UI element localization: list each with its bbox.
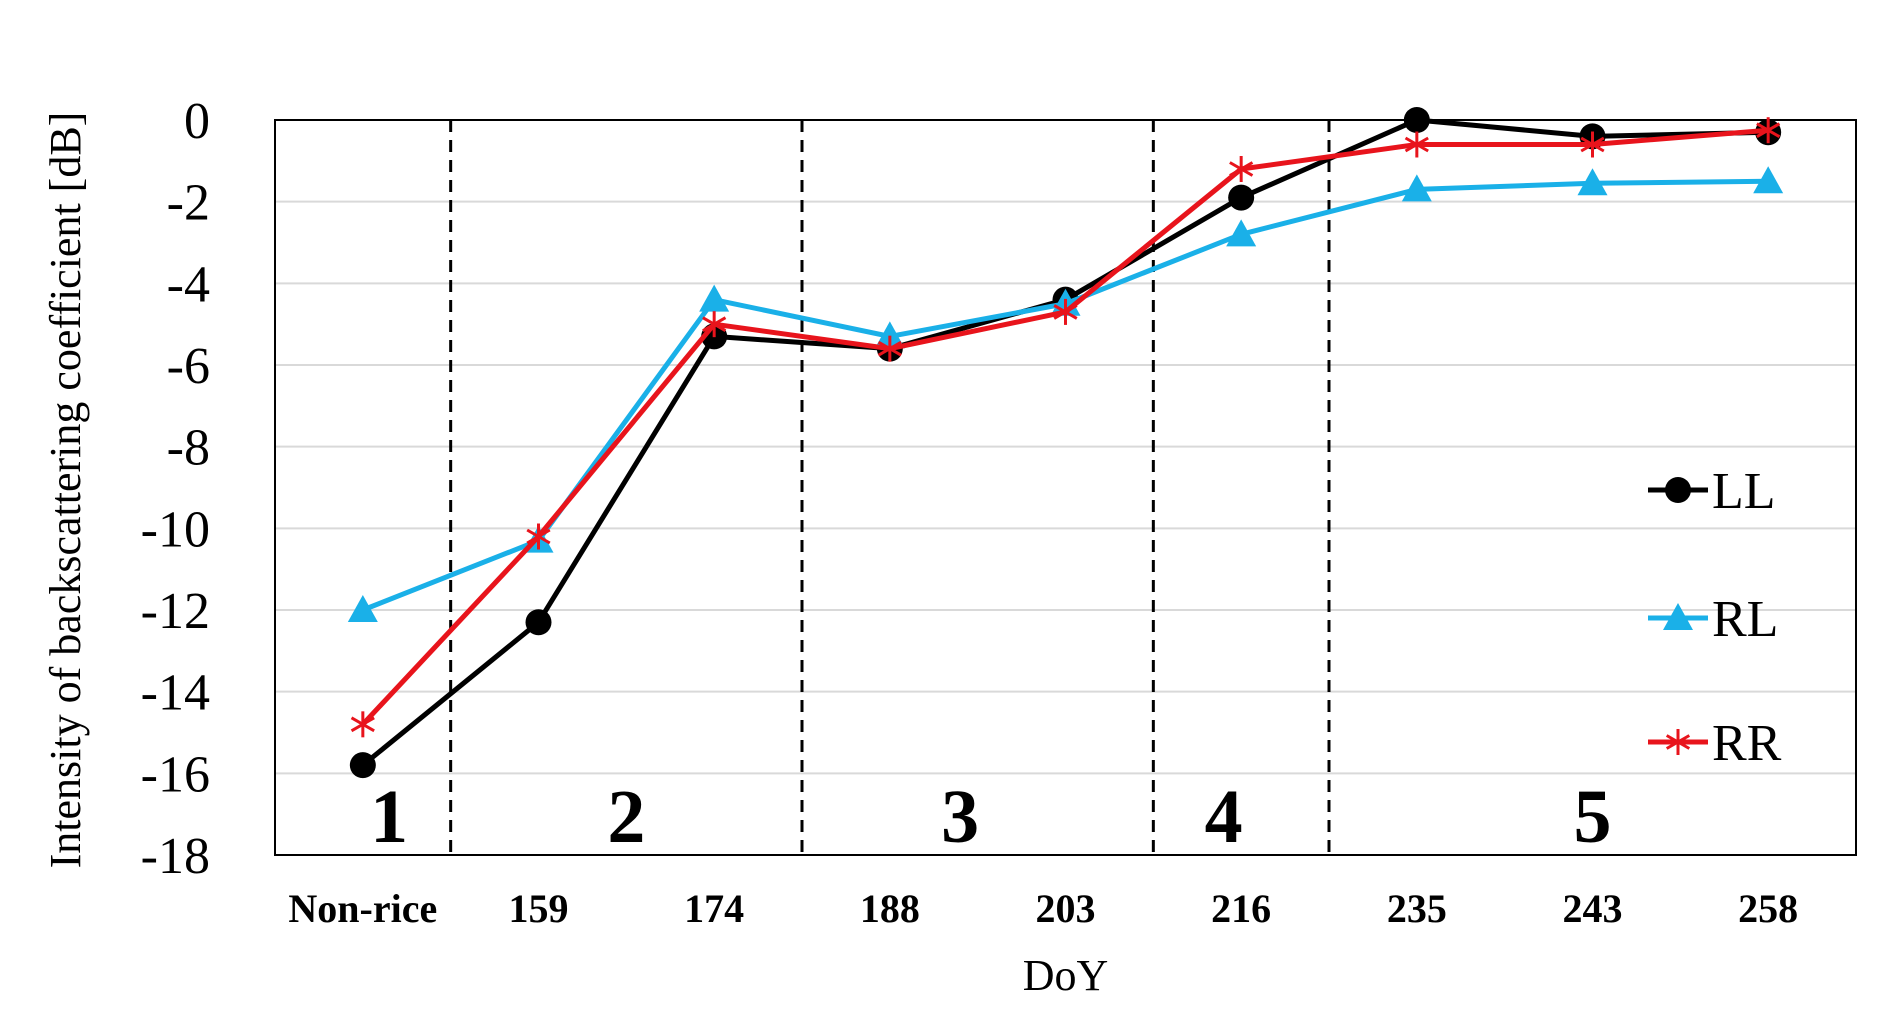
y-tick-label: -8 <box>167 420 210 477</box>
data-point-marker <box>1756 117 1781 144</box>
series-layer <box>347 107 1784 779</box>
data-point-marker <box>1401 174 1432 202</box>
stage-divider-layer <box>449 120 1331 855</box>
data-point-marker <box>1226 219 1257 247</box>
grid-layer <box>275 119 1856 856</box>
series-line <box>361 127 1769 727</box>
x-axis-title: DoY <box>1023 951 1109 1000</box>
legend-item-ll: LL <box>1648 463 1776 520</box>
marker-stroke <box>1756 122 1781 139</box>
x-tick-label: 243 <box>1563 886 1623 931</box>
data-point-marker <box>702 311 727 338</box>
legend-item-rr: RR <box>1648 715 1782 772</box>
y-tick-label: -16 <box>141 746 210 803</box>
data-point-marker <box>347 595 378 622</box>
x-tick-label-layer: Non-rice 159 174 188 203 216 235 243 258 <box>288 886 1798 931</box>
data-point-marker <box>874 321 905 349</box>
x-tick-label: 258 <box>1738 886 1798 931</box>
marker-stroke <box>526 528 551 545</box>
data-point-marker <box>1577 168 1608 196</box>
marker-stroke <box>1580 136 1605 153</box>
y-axis-title: Intensity of backscattering coefficient … <box>41 112 90 869</box>
stage-label: 1 <box>370 775 408 859</box>
data-point-marker <box>1053 298 1078 325</box>
y-tick-label: -14 <box>141 665 210 722</box>
data-point-marker <box>1753 166 1784 194</box>
marker-stroke <box>1053 304 1078 320</box>
legend: LL RL RR <box>1648 463 1782 772</box>
data-point-marker <box>349 752 376 779</box>
x-tick-label: 203 <box>1036 886 1096 931</box>
data-point-marker <box>1404 131 1429 158</box>
series-ll <box>349 107 1782 779</box>
marker-stroke <box>702 316 727 332</box>
data-point-marker <box>1403 107 1430 133</box>
x-tick-label: 216 <box>1211 886 1271 931</box>
x-tick-label: 235 <box>1387 886 1447 931</box>
x-tick-label: Non-rice <box>288 886 437 931</box>
data-point-marker <box>1580 131 1605 158</box>
series-line <box>361 178 1769 613</box>
x-tick-label: 174 <box>684 886 744 931</box>
data-point-marker <box>877 335 902 362</box>
legend-label: RR <box>1712 715 1782 772</box>
stage-label: 3 <box>941 775 979 859</box>
stage-label-layer: 1 2 3 4 5 <box>370 775 1611 859</box>
series-rl <box>347 166 1784 622</box>
data-point-marker <box>1663 603 1693 630</box>
series-rr <box>350 117 1781 738</box>
stage-label: 4 <box>1205 775 1243 859</box>
data-point-marker <box>1228 184 1255 211</box>
series-line <box>361 117 1769 768</box>
y-tick-label: -12 <box>141 583 210 640</box>
y-tick-label: -6 <box>167 338 210 395</box>
x-tick-label: 159 <box>509 886 569 931</box>
x-tick-label: 188 <box>860 886 920 931</box>
marker-stroke <box>350 716 375 733</box>
legend-label: LL <box>1712 463 1776 520</box>
y-tick-label: -4 <box>167 256 210 313</box>
data-point-marker <box>1665 729 1691 755</box>
marker-stroke <box>1229 161 1254 177</box>
marker-stroke <box>1665 734 1691 750</box>
y-tick-label: 0 <box>184 93 210 150</box>
data-point-marker <box>526 523 551 550</box>
marker-stroke <box>1404 136 1429 153</box>
data-point-marker <box>699 284 730 312</box>
y-tick-label-layer: 0 -2 -4 -6 -8 -10 -12 -14 -16 -18 <box>141 93 210 885</box>
data-point-marker <box>1229 156 1254 182</box>
marker-stroke <box>877 340 902 357</box>
plot-area-frame <box>274 119 1857 856</box>
y-tick-label: -2 <box>167 175 210 232</box>
y-tick-label: -10 <box>141 501 210 558</box>
stage-label: 5 <box>1574 775 1612 859</box>
y-tick-label: -18 <box>141 828 210 885</box>
data-point-marker <box>525 609 552 636</box>
data-point-marker <box>350 711 375 738</box>
data-point-marker <box>1665 477 1691 503</box>
legend-label: RL <box>1712 591 1778 648</box>
legend-item-rl: RL <box>1648 591 1778 648</box>
stage-label: 2 <box>607 775 645 859</box>
